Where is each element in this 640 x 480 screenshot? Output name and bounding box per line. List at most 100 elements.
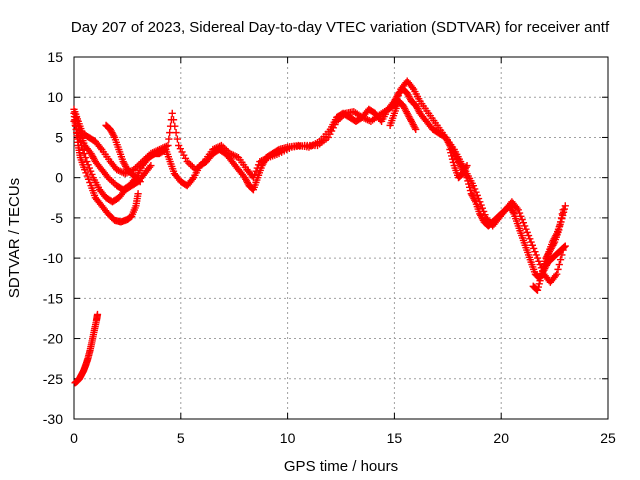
data-point (165, 135, 173, 143)
data-point (519, 219, 528, 227)
series-track-10 (71, 310, 102, 387)
data-point (446, 145, 454, 154)
data-point (169, 116, 178, 124)
data-point (252, 167, 260, 175)
data-point (448, 155, 457, 163)
data-point (524, 231, 533, 240)
data-point (188, 175, 196, 183)
data-point (110, 132, 118, 140)
data-point (168, 109, 176, 117)
data-point (471, 196, 479, 204)
data-point (561, 202, 569, 210)
data-point (473, 191, 481, 199)
data-point (537, 273, 545, 282)
data-point (87, 167, 95, 175)
x-tick-label: 5 (177, 430, 185, 446)
data-point (531, 248, 539, 256)
data-point (523, 228, 531, 236)
x-tick-label: 0 (70, 430, 78, 446)
data-point (93, 310, 102, 319)
data-point (465, 183, 474, 191)
data-point (472, 188, 480, 196)
grid (74, 57, 608, 419)
series-track-9 (540, 202, 569, 270)
data-point (164, 141, 172, 150)
x-tick-label: 25 (600, 430, 616, 446)
data-point (514, 206, 522, 214)
data-point (513, 204, 521, 212)
y-tick-label: -25 (43, 371, 63, 387)
data-point (253, 164, 261, 172)
data-point (474, 194, 483, 203)
y-tick-label: 5 (55, 129, 63, 145)
data-point (469, 182, 478, 190)
y-tick-label: 0 (55, 170, 63, 186)
data-point (559, 246, 567, 254)
data-point (147, 162, 155, 170)
data-series (70, 77, 569, 387)
data-point (408, 83, 416, 92)
data-point (559, 211, 567, 220)
data-point (527, 238, 535, 246)
data-point (84, 161, 92, 169)
data-point (84, 175, 93, 183)
data-point (480, 207, 488, 216)
y-tick-label: -15 (43, 290, 63, 306)
data-point (173, 135, 181, 143)
x-axis-label: GPS time / hours (284, 458, 398, 475)
data-point (447, 149, 455, 157)
data-point (538, 270, 546, 278)
data-point (553, 270, 561, 278)
data-point (526, 235, 534, 243)
data-point (521, 222, 529, 230)
data-point (462, 163, 470, 171)
data-point (76, 137, 85, 146)
data-point (254, 161, 263, 169)
data-point (71, 121, 79, 129)
data-point (72, 125, 81, 133)
data-point (558, 251, 566, 259)
plot-frame (73, 56, 609, 420)
chart-title: Day 207 of 2023, Sidereal Day-to-day VTE… (71, 19, 610, 36)
series-track-4 (70, 117, 155, 206)
data-point (75, 133, 83, 142)
y-tick-label: -20 (43, 331, 63, 347)
data-point (530, 244, 538, 253)
data-point (166, 129, 174, 137)
series-track-5 (102, 121, 144, 186)
data-point (448, 152, 456, 160)
y-axis-label: SDTVAR / TECUs (6, 178, 23, 298)
data-point (556, 256, 565, 264)
data-point (522, 225, 530, 233)
data-point (509, 208, 517, 216)
y-tick-label: -10 (43, 250, 63, 266)
data-point (533, 254, 542, 262)
data-point (171, 122, 179, 130)
data-point (146, 163, 154, 171)
data-point (88, 170, 96, 179)
data-point (558, 215, 566, 223)
x-tick-label: 15 (387, 430, 403, 446)
data-point (528, 241, 536, 249)
data-point (554, 265, 562, 273)
data-point (78, 141, 86, 150)
data-point (560, 205, 569, 213)
data-point (555, 260, 563, 269)
x-tick-label: 20 (493, 430, 509, 446)
series-track-2 (72, 85, 569, 282)
data-point (395, 88, 404, 96)
data-point (471, 185, 479, 193)
data-point (534, 283, 542, 291)
data-point (481, 211, 489, 219)
data-point (70, 117, 78, 125)
data-point (476, 198, 484, 206)
series-track-1 (70, 109, 142, 226)
y-tick-label: 15 (47, 49, 63, 65)
y-tick-label: 10 (47, 89, 63, 105)
data-point (533, 286, 542, 294)
data-point (557, 218, 565, 226)
data-point (518, 215, 526, 224)
data-point (532, 251, 540, 259)
data-point (83, 172, 91, 180)
